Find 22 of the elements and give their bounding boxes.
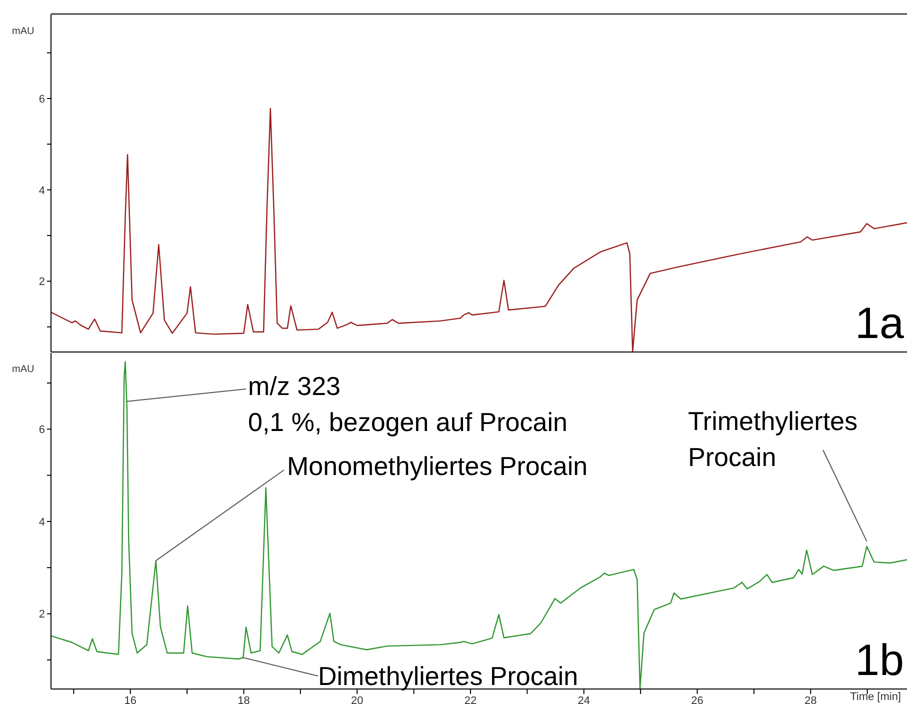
x-tick-label: 20 <box>350 694 364 704</box>
y-tick-label: 2 <box>38 608 45 621</box>
annotation: 1b <box>855 636 904 685</box>
x-tick-label: 28 <box>804 694 817 704</box>
annotation: Trimethyliertes Procain <box>688 406 858 472</box>
y-tick-label: 6 <box>38 424 45 436</box>
annotation: Dimethyliertes Procain <box>318 661 578 691</box>
x-tick-label: 24 <box>578 694 590 704</box>
annotation: 1a <box>855 299 905 348</box>
annotation: Monomethyliertes Procain <box>287 451 588 481</box>
y-tick-label: 4 <box>38 184 45 197</box>
y-tick-label: 2 <box>38 276 45 288</box>
x-tick-label: 26 <box>691 694 704 704</box>
y-axis-title: mAU <box>12 26 34 37</box>
annotation: m/z 323 0,1 %, bezogen auf Procain <box>248 371 568 437</box>
x-axis-title: Time [min] <box>850 691 901 703</box>
x-tick-label: 18 <box>238 694 250 704</box>
y-axis-title: mAU <box>12 364 34 375</box>
y-tick-label: 6 <box>38 93 45 106</box>
x-tick-label: 16 <box>124 694 136 704</box>
x-tick-label: 22 <box>464 694 477 704</box>
y-tick-label: 4 <box>38 516 45 528</box>
